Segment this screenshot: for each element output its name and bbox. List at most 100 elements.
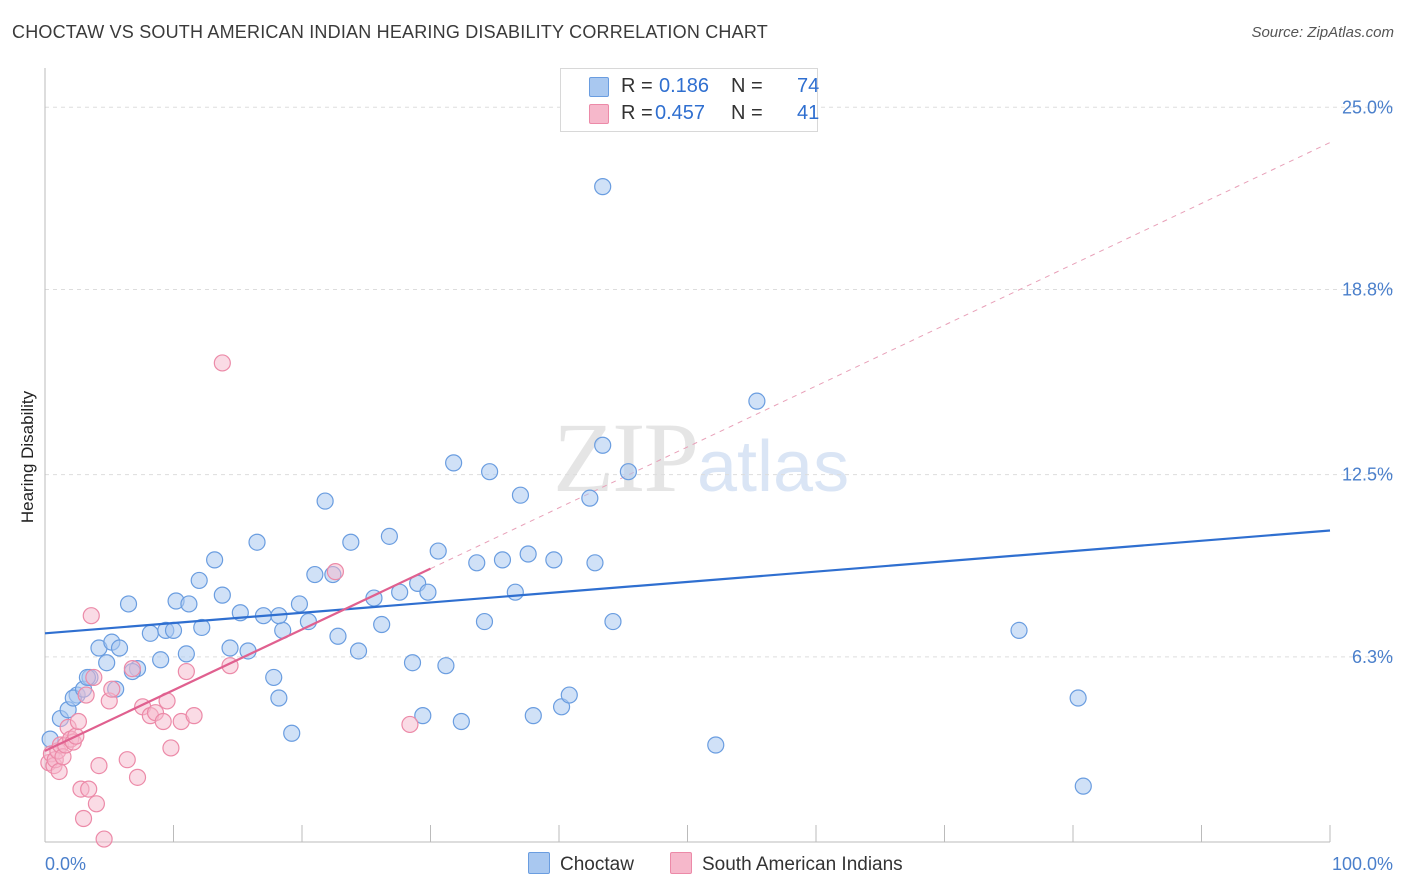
choctaw-point <box>180 595 198 613</box>
south-american-indian-point <box>95 830 113 848</box>
choctaw-point <box>329 627 347 645</box>
choctaw-point <box>545 551 563 569</box>
choctaw-point <box>213 586 231 604</box>
choctaw-trend-line <box>44 529 1331 635</box>
south-american-indian-point <box>77 686 95 704</box>
south-american-indian-point <box>74 809 93 828</box>
choctaw-point <box>560 686 578 704</box>
choctaw-point <box>519 545 537 563</box>
legend-n-label: N = <box>731 102 763 124</box>
bottom-legend-swatch-pink <box>670 852 692 874</box>
choctaw-point <box>524 707 542 725</box>
watermark-atlas: atlas <box>697 427 850 507</box>
choctaw-points <box>41 178 1092 795</box>
chart-title: CHOCTAW VS SOUTH AMERICAN INDIAN HEARING… <box>12 22 768 42</box>
grid-lines <box>45 106 1395 658</box>
choctaw-point <box>316 492 334 510</box>
bottom-legend-label: South American Indians <box>702 854 903 875</box>
choctaw-point <box>290 595 309 613</box>
choctaw-point <box>152 651 170 669</box>
choctaw-point <box>177 645 195 663</box>
choctaw-point <box>373 615 391 634</box>
south-american-indian-points <box>40 354 419 848</box>
south-american-indian-point <box>90 756 108 775</box>
source-label: Source: ZipAtlas.com <box>1251 24 1394 41</box>
choctaw-point <box>248 533 266 551</box>
south-american-indian-point <box>162 739 180 757</box>
choctaw-point <box>270 689 288 707</box>
choctaw-point <box>380 527 398 545</box>
south-american-indian-point <box>69 712 88 731</box>
bottom-legend-swatch-blue <box>528 852 550 874</box>
south-american-indian-point <box>118 751 136 769</box>
choctaw-point <box>594 178 612 196</box>
choctaw-point <box>349 642 368 660</box>
choctaw-point <box>604 612 622 631</box>
legend-r-label: R = <box>621 75 653 97</box>
choctaw-point <box>1074 777 1092 795</box>
axes <box>44 68 1331 843</box>
choctaw-point <box>419 583 437 601</box>
axis-labels: 6.3% 12.5% 18.8% 25.0% 0.0% 100.0% Hearing Dis… <box>18 97 1393 874</box>
choctaw-point <box>403 654 422 672</box>
legend-r-label: R = <box>621 102 653 124</box>
south-american-indian-point <box>87 795 106 813</box>
south-american-indian-point <box>128 768 147 786</box>
trend-extension <box>430 142 1331 570</box>
choctaw-point <box>511 486 530 504</box>
choctaw-point <box>707 736 725 754</box>
choctaw-point <box>493 551 512 569</box>
south-american-indian-point <box>177 662 195 681</box>
legend-n-value: 41 <box>797 102 820 124</box>
bottom-legend-south-american-indians: South American Indians <box>670 852 903 876</box>
south-american-indian-point <box>401 715 419 734</box>
choctaw-point <box>481 463 499 481</box>
choctaw-point <box>193 618 211 637</box>
correlation-legend: R = 0.186 N = 74 R = 0.457 N = 41 <box>560 68 820 132</box>
choctaw-point <box>265 668 283 687</box>
south-american-indian-point <box>103 680 121 698</box>
choctaw-point <box>748 392 766 410</box>
bottom-legend-label: Choctaw <box>560 854 634 875</box>
legend-r-value: 0.457 <box>655 102 706 124</box>
y-axis-title: Hearing Disability <box>18 390 37 523</box>
choctaw-point <box>594 436 612 454</box>
legend-swatch-blue <box>589 77 609 97</box>
bottom-legend-choctaw: Choctaw <box>528 852 634 876</box>
choctaw-point <box>119 595 138 613</box>
choctaw-point <box>190 571 208 590</box>
choctaw-point <box>342 533 360 551</box>
choctaw-point <box>581 489 599 507</box>
choctaw-point <box>475 612 494 631</box>
trend-lines <box>44 529 1331 752</box>
choctaw-point <box>221 639 239 657</box>
choctaw-point <box>586 554 604 572</box>
choctaw-point <box>110 639 129 657</box>
south-american-indian-point <box>123 660 141 678</box>
choctaw-point <box>1010 621 1028 639</box>
choctaw-point <box>164 621 183 639</box>
south-american-indian-point <box>82 607 100 625</box>
choctaw-point <box>414 707 432 725</box>
choctaw-point <box>437 657 455 675</box>
choctaw-point <box>283 724 301 742</box>
watermark: ZIPatlas <box>553 400 849 515</box>
south-american-indian-point <box>213 354 231 372</box>
south-american-indian-point <box>85 668 103 687</box>
watermark-zip: ZIP <box>553 402 699 513</box>
choctaw-point <box>306 565 324 584</box>
choctaw-point <box>1069 689 1087 707</box>
legend-swatch-pink <box>589 104 609 124</box>
choctaw-point <box>468 554 486 572</box>
choctaw-point <box>445 454 463 472</box>
legend-r-value: 0.186 <box>659 75 710 97</box>
south-american-indian-point <box>50 762 68 781</box>
legend-n-value: 74 <box>797 75 820 97</box>
south-american-indian-trend-extension <box>430 142 1331 570</box>
south-american-indian-point <box>326 563 345 581</box>
x-tick-label: 0.0% <box>45 854 86 874</box>
choctaw-point <box>506 583 524 601</box>
choctaw-point <box>429 542 447 560</box>
choctaw-point <box>98 654 116 672</box>
